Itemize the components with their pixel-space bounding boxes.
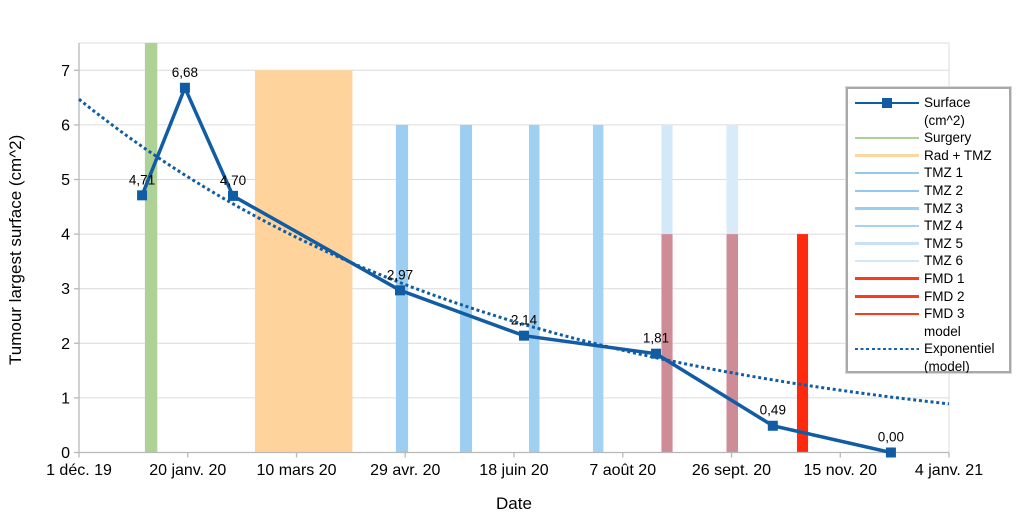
data-point-label: 1,81 <box>643 331 669 346</box>
legend-sample-line <box>855 164 919 182</box>
legend-label: TMZ 3 <box>924 200 963 216</box>
x-tick-label: 26 sept. 20 <box>692 462 771 479</box>
legend-sample-line <box>855 147 919 165</box>
legend-entry: Surface (cm^2) <box>855 94 1003 129</box>
x-tick-label: 15 nov. 20 <box>803 462 877 479</box>
legend-label: TMZ 4 <box>924 218 963 234</box>
legend-entry: TMZ 4 <box>855 217 1003 235</box>
y-tick-label: 3 <box>61 281 70 298</box>
legend-label: Exponentiel (model) <box>924 341 995 374</box>
y-tick-label: 7 <box>61 63 70 80</box>
treatment-bar-tmz-3 <box>529 124 540 453</box>
x-tick-label: 1 déc. 19 <box>46 462 112 479</box>
data-point-label: 2,14 <box>511 313 538 328</box>
x-tick-label: 4 janv. 21 <box>915 462 983 479</box>
legend-entry: FMD 3 <box>855 305 1003 323</box>
legend-entry: Exponentiel (model) <box>855 340 1003 375</box>
legend-entry: Surgery <box>855 129 1003 147</box>
y-tick-label: 1 <box>61 390 70 407</box>
legend-sample-line <box>855 129 919 147</box>
data-point-marker <box>885 447 896 458</box>
y-axis-title: Tumour largest surface (cm^2) <box>6 134 25 366</box>
legend-sample-line <box>855 270 919 288</box>
legend-entry: FMD 1 <box>855 270 1003 288</box>
legend-sample-dashed <box>855 340 919 358</box>
legend-entry: FMD 2 <box>855 288 1003 306</box>
legend-sample-line <box>855 217 919 235</box>
treatment-bar-tmz-4 <box>592 124 604 453</box>
legend-sample-line <box>855 200 919 218</box>
legend-label: Surface (cm^2) <box>924 95 971 128</box>
treatment-bar-fmd-3 <box>796 234 809 453</box>
legend: Surface (cm^2) Surgery Rad + TMZ TMZ 1 TMZ 2… <box>845 86 1012 375</box>
data-point-label: 0,49 <box>760 403 786 418</box>
legend-label: FMD 1 <box>924 270 965 286</box>
y-tick-label: 0 <box>61 445 70 462</box>
legend-sample-line-marker <box>855 94 919 112</box>
legend-sample-line <box>855 252 919 270</box>
treatment-bar-rad-tmz <box>254 70 353 453</box>
legend-entry: model <box>855 323 1003 341</box>
legend-sample-none <box>855 323 919 341</box>
x-axis-title: Date <box>496 494 532 513</box>
y-tick-label: 5 <box>61 172 70 189</box>
legend-entry: TMZ 5 <box>855 235 1003 253</box>
data-point-marker <box>227 190 238 201</box>
y-tick-label: 2 <box>61 336 70 353</box>
legend-entry: TMZ 3 <box>855 200 1003 218</box>
data-point-label: 0,00 <box>878 430 904 445</box>
legend-entry: TMZ 2 <box>855 182 1003 200</box>
treatment-bar-tmz-2 <box>460 124 473 453</box>
legend-sample-line <box>855 288 919 306</box>
data-point-marker <box>179 82 190 93</box>
legend-label: TMZ 6 <box>924 253 963 269</box>
legend-label: TMZ 1 <box>924 165 963 181</box>
x-tick-label: 7 août 20 <box>589 462 656 479</box>
y-tick-label: 4 <box>61 227 70 244</box>
legend-label: TMZ 2 <box>924 182 963 198</box>
data-point-label: 4,71 <box>129 172 155 187</box>
data-point-marker <box>137 190 148 201</box>
data-point-label: 6,68 <box>172 65 198 80</box>
legend-entry: TMZ 6 <box>855 252 1003 270</box>
data-point-marker <box>519 330 530 341</box>
treatment-bar-fmd-1 <box>661 234 673 453</box>
legend-sample-line <box>855 235 919 253</box>
legend-entry: TMZ 1 <box>855 164 1003 182</box>
x-tick-label: 10 mars 20 <box>256 462 336 479</box>
trendline-exponential <box>78 98 950 406</box>
treatment-bar-surgery <box>144 43 158 453</box>
legend-label: Rad + TMZ <box>924 147 992 163</box>
data-point-label: 2,97 <box>387 267 413 282</box>
legend-entry: Rad + TMZ <box>855 147 1003 165</box>
legend-label: TMZ 5 <box>924 235 963 251</box>
legend-label: FMD 2 <box>924 288 965 304</box>
x-tick-label: 20 janv. 20 <box>149 462 226 479</box>
y-tick-label: 6 <box>61 117 70 134</box>
legend-label: FMD 3 <box>924 306 965 322</box>
legend-sample-line <box>855 182 919 200</box>
legend-label: Surgery <box>924 130 972 146</box>
surface-series-line <box>140 83 892 455</box>
data-point-marker <box>395 285 406 296</box>
x-tick-label: 29 avr. 20 <box>370 462 440 479</box>
data-point-label: 4,70 <box>220 173 246 188</box>
x-tick-label: 18 juin 20 <box>479 462 548 479</box>
legend-marker-square <box>882 97 892 108</box>
data-point-marker <box>651 348 662 359</box>
data-point-marker <box>767 420 778 431</box>
treatment-bar-fmd-2 <box>726 234 739 453</box>
legend-label: model <box>924 323 961 339</box>
legend-sample-line <box>855 305 919 323</box>
